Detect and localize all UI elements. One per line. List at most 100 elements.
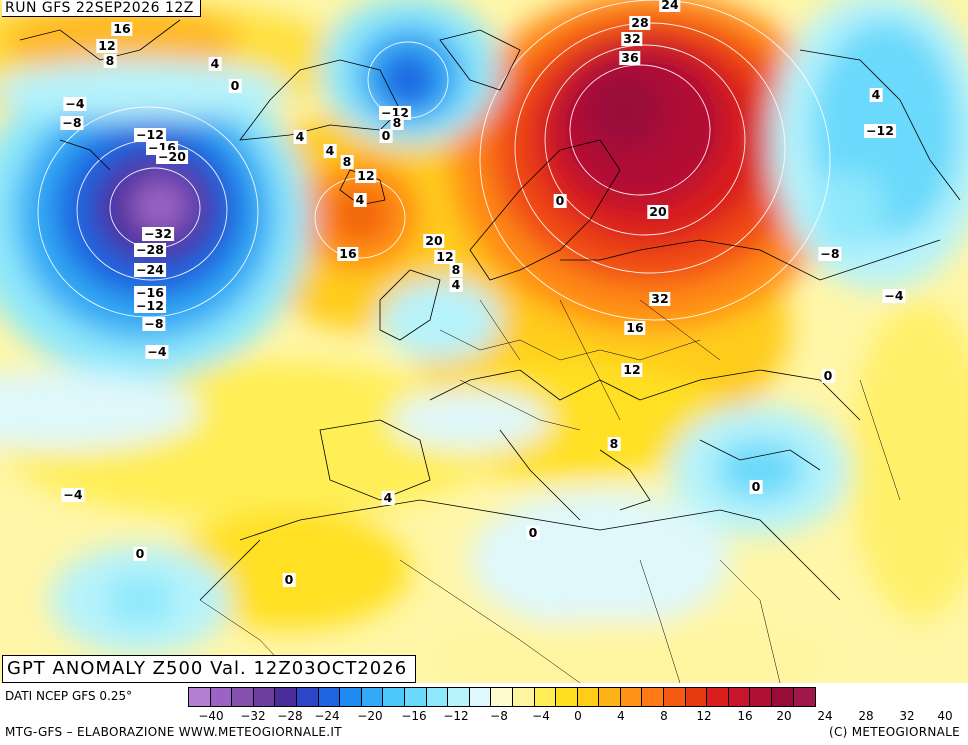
scale-swatch xyxy=(750,688,773,706)
contour-label: 20 xyxy=(423,233,445,248)
scale-tick-label: 12 xyxy=(696,709,712,723)
scale-tick-label: −32 xyxy=(240,709,266,723)
credit-left: MTG-GFS – ELABORAZIONE WWW.METEOGIORNALE… xyxy=(5,725,342,739)
scale-tick-label: −16 xyxy=(401,709,427,723)
contour-label: 8 xyxy=(340,154,354,169)
contour-label: 16 xyxy=(624,320,646,335)
scale-tick-label: −28 xyxy=(277,709,303,723)
scale-swatch xyxy=(620,688,643,706)
contour-label: 32 xyxy=(649,291,671,306)
contour-label: 4 xyxy=(869,87,883,102)
scale-tick-label: 4 xyxy=(617,709,625,723)
contour-label: 0 xyxy=(821,368,835,383)
scale-swatch xyxy=(318,688,341,706)
contour-label: 4 xyxy=(293,129,307,144)
contour-label: 0 xyxy=(749,479,763,494)
contour-label: −28 xyxy=(134,242,166,257)
scale-swatch xyxy=(728,688,751,706)
contour-label: −12 xyxy=(134,298,166,313)
scale-swatch xyxy=(296,688,319,706)
scale-tick-label: 8 xyxy=(660,709,668,723)
credit-right: (C) METEOGIORNALE xyxy=(828,725,960,739)
scale-tick-label: 40 xyxy=(937,709,953,723)
scale-swatch xyxy=(599,688,621,706)
scale-tick-label: −20 xyxy=(357,709,383,723)
scale-swatch xyxy=(340,688,362,706)
anomaly-fields xyxy=(0,0,968,683)
contour-label: 0 xyxy=(526,525,540,540)
scale-tick-label: −4 xyxy=(532,709,550,723)
contour-label: 8 xyxy=(607,436,621,451)
contour-label: 12 xyxy=(621,362,643,377)
contour-label: −32 xyxy=(142,226,174,241)
contour-label: 0 xyxy=(282,572,296,587)
scale-tick-label: −12 xyxy=(443,709,469,723)
contour-label: −12 xyxy=(134,127,166,142)
contour-label: −4 xyxy=(63,96,87,111)
color-scale xyxy=(188,687,817,707)
map-title: GPT ANOMALY Z500 Val. 12Z03OCT2026 xyxy=(2,655,417,683)
contour-label: 36 xyxy=(619,50,641,65)
scale-swatch xyxy=(707,688,729,706)
map-canvas xyxy=(0,0,968,683)
contour-label: 4 xyxy=(381,490,395,505)
scale-swatch xyxy=(469,688,492,706)
scale-swatch xyxy=(404,688,427,706)
contour-label: −8 xyxy=(60,115,84,130)
contour-label: 0 xyxy=(379,128,393,143)
scale-swatch xyxy=(361,688,384,706)
contour-label: 16 xyxy=(111,21,133,36)
contour-label: 28 xyxy=(629,15,651,30)
contour-label: 16 xyxy=(337,246,359,261)
scale-swatch xyxy=(642,688,665,706)
scale-swatch xyxy=(577,688,600,706)
scale-tick-label: 32 xyxy=(899,709,915,723)
scale-swatch xyxy=(512,688,535,706)
scale-tick-label: 28 xyxy=(858,709,874,723)
scale-tick-label: 16 xyxy=(737,709,753,723)
scale-swatch xyxy=(383,688,405,706)
contour-label: 4 xyxy=(323,143,337,158)
run-label: RUN GFS 22SEP2026 12Z xyxy=(2,0,201,17)
contour-label: 8 xyxy=(103,53,117,68)
contour-label: 20 xyxy=(647,204,669,219)
contour-label: −20 xyxy=(156,149,188,164)
scale-swatch xyxy=(793,688,816,706)
scale-swatch xyxy=(448,688,470,706)
scale-swatch xyxy=(275,688,297,706)
scale-tick-label: 20 xyxy=(776,709,792,723)
contour-label: −4 xyxy=(145,344,169,359)
scale-swatch xyxy=(232,688,254,706)
contour-label: 12 xyxy=(355,168,377,183)
contour-label: −8 xyxy=(142,316,166,331)
contour-label: 8 xyxy=(449,262,463,277)
contour-label: 0 xyxy=(228,78,242,93)
scale-tick-label: 24 xyxy=(817,709,833,723)
scale-swatch xyxy=(685,688,708,706)
contour-label: 8 xyxy=(390,115,404,130)
scale-swatch xyxy=(772,688,794,706)
scale-tick-label: −24 xyxy=(314,709,340,723)
contour-label: −24 xyxy=(134,262,166,277)
borders xyxy=(199,299,901,683)
data-source: DATI NCEP GFS 0.25° xyxy=(5,689,133,703)
contour-label: 0 xyxy=(133,546,147,561)
contour-label: 4 xyxy=(449,277,463,292)
legend-panel: DATI NCEP GFS 0.25° −40 −32 −28 −24 −20 −16 −1… xyxy=(0,683,968,745)
scale-swatch xyxy=(664,688,686,706)
contour-label: 12 xyxy=(96,38,118,53)
scale-swatch xyxy=(189,688,211,706)
scale-tick-label: 0 xyxy=(574,709,582,723)
contour-label: −16 xyxy=(134,285,166,300)
contour-label: −8 xyxy=(818,246,842,261)
anomaly-map: RUN GFS 22SEP2026 12Z 24 28 32 36 16 12 8 4 0 −4−… xyxy=(0,0,968,683)
scale-tick-label: −40 xyxy=(198,709,224,723)
contour-label: 12 xyxy=(434,249,456,264)
contour-label: −4 xyxy=(882,288,906,303)
contour-label: −12 xyxy=(864,123,896,138)
scale-swatch xyxy=(253,688,276,706)
contour-label: 4 xyxy=(353,192,367,207)
scale-swatch xyxy=(210,688,233,706)
scale-tick-label: −8 xyxy=(490,709,508,723)
contour-label: 0 xyxy=(553,193,567,208)
